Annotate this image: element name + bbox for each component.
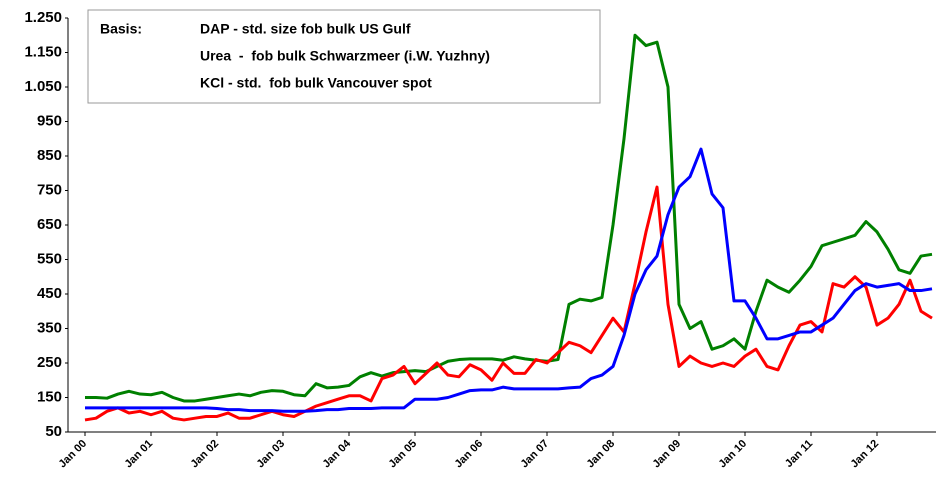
x-tick-label: Jan 06 [452, 438, 485, 471]
series-line [84, 185, 933, 422]
x-tick-label: Jan 04 [320, 437, 353, 470]
x-tick-label: Jan 09 [650, 438, 683, 471]
y-tick-label: 950 [37, 112, 62, 129]
x-tick-label: Jan 07 [518, 438, 551, 471]
x-tick-label: Jan 02 [188, 438, 221, 471]
annotation: DAP - std. size fob bulk US Gulf [200, 21, 411, 37]
x-tick-label: Jan 11 [783, 438, 815, 470]
series-line [85, 33, 933, 403]
x-tick-label: Jan 05 [386, 438, 419, 471]
y-tick-label: 150 [37, 388, 62, 405]
annotation: Urea - fob bulk Schwarzmeer (i.W. Yuzhny… [200, 48, 490, 64]
y-tick-label: 250 [37, 354, 62, 371]
y-tick-label: 1.050 [24, 78, 62, 95]
y-tick-label: 1.150 [24, 43, 62, 60]
x-tick-label: Jan 01 [122, 438, 155, 471]
y-tick-label: 50 [45, 423, 62, 440]
series-line [85, 147, 933, 413]
annotation-title: Basis: [100, 21, 142, 37]
x-tick-label: Jan 08 [584, 438, 617, 471]
x-tick-label: Jan 12 [848, 438, 881, 471]
y-tick-label: 350 [37, 319, 62, 336]
x-tick-label: Jan 03 [254, 438, 287, 471]
y-tick-label: 850 [37, 147, 62, 164]
annotation-box [87, 9, 601, 104]
y-tick-label: 450 [37, 285, 62, 302]
y-tick-label: 1.250 [24, 9, 62, 26]
x-tick-label: Jan 10 [716, 438, 749, 471]
y-tick-label: 750 [37, 181, 62, 198]
y-tick-label: 650 [37, 216, 62, 233]
x-tick-label: Jan 00 [56, 438, 89, 471]
annotation: KCl - std. fob bulk Vancouver spot [200, 75, 432, 91]
y-tick-label: 550 [37, 250, 62, 267]
